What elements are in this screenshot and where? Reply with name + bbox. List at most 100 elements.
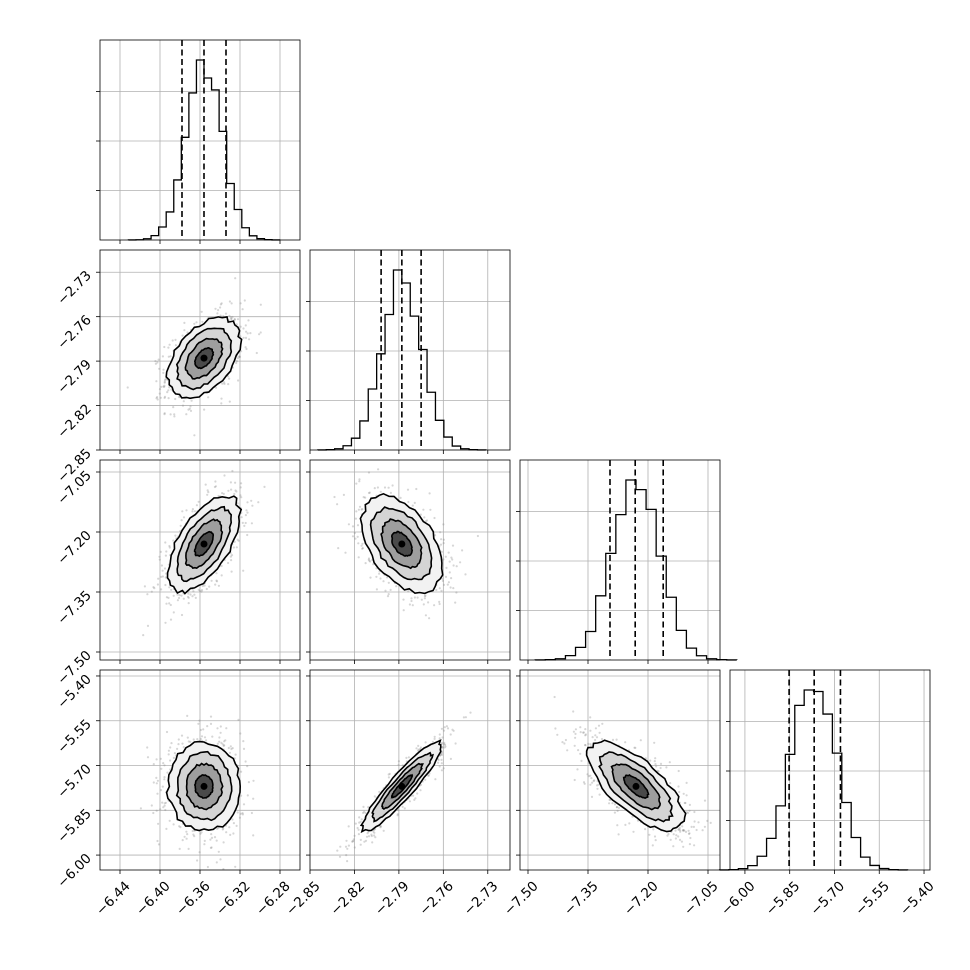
scatter-point <box>152 586 155 589</box>
scatter-point <box>217 494 220 498</box>
scatter-point <box>222 868 225 870</box>
scatter-point <box>163 396 166 399</box>
scatter-point <box>440 769 443 772</box>
scatter-point <box>197 588 200 591</box>
scatter-point <box>438 600 441 604</box>
scatter-point <box>246 794 249 797</box>
scatter-point <box>438 587 441 590</box>
scatter-point <box>405 756 408 760</box>
scatter-point <box>437 758 440 762</box>
scatter-point <box>677 828 681 831</box>
scatter-point <box>158 388 162 391</box>
scatter-point <box>337 547 340 550</box>
scatter-point <box>587 742 590 746</box>
scatter-point <box>438 765 441 768</box>
scatter-point <box>411 604 414 607</box>
scatter-point <box>158 367 161 370</box>
scatter-point <box>246 765 249 768</box>
scatter-point <box>164 541 167 544</box>
scatter-point <box>216 312 219 315</box>
panel-content-3-0 <box>100 670 300 870</box>
scatter-point <box>217 850 220 853</box>
scatter-point <box>183 329 186 332</box>
scatter-point <box>247 319 250 322</box>
scatter-point <box>210 836 214 840</box>
scatter-point <box>164 377 167 381</box>
scatter-point <box>407 500 410 504</box>
scatter-panel-3-0 <box>99 669 301 871</box>
scatter-point <box>185 830 188 833</box>
scatter-point <box>203 736 207 739</box>
scatter-point <box>391 484 394 487</box>
scatter-point <box>685 794 688 797</box>
scatter-point <box>186 736 189 739</box>
scatter-point <box>355 482 358 485</box>
scatter-point <box>183 321 186 324</box>
scatter-point <box>423 595 426 598</box>
scatter-point <box>219 731 222 734</box>
scatter-point <box>352 839 355 842</box>
scatter-point <box>613 811 617 814</box>
scatter-point <box>595 736 599 739</box>
scatter-point <box>455 565 458 568</box>
scatter-point <box>589 743 592 746</box>
scatter-point <box>157 843 161 846</box>
scatter-point <box>576 768 579 771</box>
scatter-point <box>434 534 437 537</box>
scatter-point <box>435 588 438 592</box>
scatter-point <box>242 803 246 806</box>
scatter-point <box>159 396 162 399</box>
scatter-point <box>242 327 245 330</box>
scatter-point <box>227 383 230 386</box>
scatter-point <box>239 494 242 497</box>
scatter-point <box>240 794 243 797</box>
scatter-point <box>163 412 166 415</box>
scatter-point <box>229 316 232 319</box>
scatter-point <box>173 413 176 416</box>
scatter-point <box>561 741 564 744</box>
scatter-point <box>584 743 587 747</box>
scatter-point <box>150 804 153 807</box>
scatter-point <box>476 534 479 538</box>
scatter-point <box>448 571 451 574</box>
scatter-point <box>439 753 443 756</box>
scatter-point <box>395 585 398 588</box>
scatter-point <box>227 561 230 565</box>
scatter-point <box>461 549 464 552</box>
scatter-point <box>180 734 184 737</box>
scatter-point <box>174 397 177 401</box>
scatter-point <box>230 317 233 320</box>
scatter-point <box>203 843 206 846</box>
scatter-point <box>193 593 196 596</box>
scatter-point <box>179 826 182 829</box>
scatter-point <box>417 748 420 751</box>
scatter-point <box>152 763 155 766</box>
scatter-point <box>442 558 445 561</box>
scatter-point <box>206 865 209 869</box>
scatter-point <box>172 756 175 760</box>
scatter-point <box>654 763 657 766</box>
scatter-point <box>237 718 240 722</box>
scatter-point <box>383 486 387 489</box>
scatter-point <box>214 485 217 488</box>
scatter-point <box>156 396 159 399</box>
scatter-point <box>363 840 366 843</box>
scatter-point <box>207 396 210 399</box>
scatter-point <box>379 577 382 580</box>
scatter-point <box>230 488 233 491</box>
scatter-point <box>160 767 163 770</box>
scatter-point <box>255 351 258 355</box>
scatter-point <box>157 577 160 580</box>
scatter-point <box>367 558 370 561</box>
scatter-point <box>228 377 231 380</box>
contour-3-0-0 <box>165 740 242 832</box>
scatter-point <box>155 380 158 383</box>
scatter-point <box>344 845 348 848</box>
scatter-point <box>198 851 201 854</box>
scatter-point <box>143 585 146 588</box>
scatter-point <box>242 747 246 751</box>
scatter-point <box>241 812 244 815</box>
scatter-point <box>357 556 360 559</box>
contour-1-0-1 <box>175 327 233 391</box>
scatter-point <box>654 757 657 760</box>
